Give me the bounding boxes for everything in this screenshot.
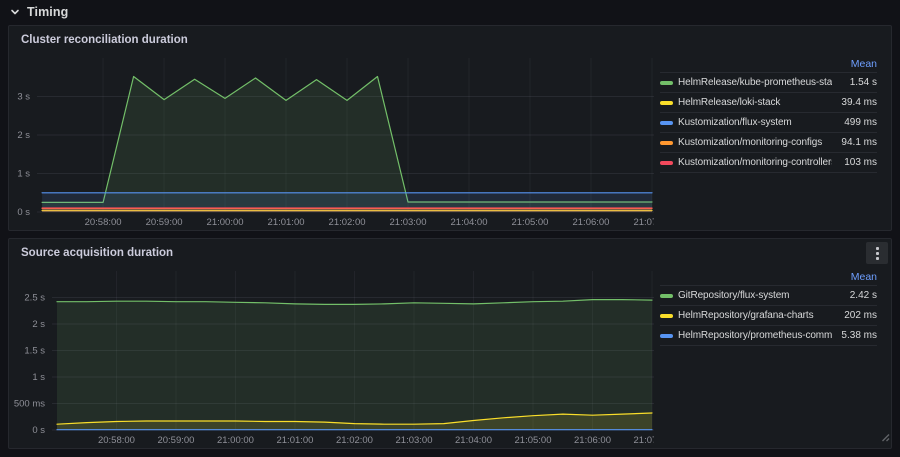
svg-text:21:05:00: 21:05:00: [515, 435, 552, 446]
panel-header: Cluster reconciliation duration: [9, 26, 891, 54]
legend-series-name[interactable]: HelmRelease/kube-prometheus-stack: [678, 77, 832, 88]
svg-text:0 s: 0 s: [17, 207, 30, 218]
svg-text:21:07:00: 21:07:00: [634, 435, 654, 446]
legend-mean-value: 39.4 ms: [841, 97, 877, 108]
legend-mean-value: 499 ms: [844, 117, 877, 128]
svg-text:1 s: 1 s: [32, 372, 45, 383]
legend-mean-value: 5.38 ms: [841, 330, 877, 341]
legend-table: Mean HelmRelease/kube-prometheus-stack 1.…: [654, 54, 891, 230]
legend-mean-column-header[interactable]: Mean: [660, 268, 877, 286]
series-color-swatch: [660, 140, 673, 145]
legend-series-name[interactable]: HelmRepository/prometheus-community: [678, 330, 832, 341]
svg-text:2.5 s: 2.5 s: [24, 293, 45, 304]
svg-text:21:02:00: 21:02:00: [329, 217, 366, 228]
row-header-timing[interactable]: Timing: [0, 0, 900, 24]
legend-series-name[interactable]: HelmRepository/grafana-charts: [678, 310, 814, 321]
legend-row: HelmRepository/grafana-charts 202 ms: [660, 306, 877, 326]
svg-text:21:01:00: 21:01:00: [276, 435, 313, 446]
kebab-dot: [875, 246, 879, 250]
svg-text:21:06:00: 21:06:00: [572, 217, 609, 228]
row-title: Timing: [27, 5, 69, 19]
panel-menu-kebab-button[interactable]: [866, 242, 888, 264]
timeseries-chart-source-acquisition[interactable]: 0 s 500 ms 1 s 1.5 s 2 s 2.5 s 20:58:00 20:59:0…: [9, 267, 654, 448]
series-color-swatch: [660, 313, 673, 318]
svg-text:20:58:00: 20:58:00: [98, 435, 135, 446]
legend-row: HelmRelease/kube-prometheus-stack 1.54 s: [660, 73, 877, 93]
svg-text:20:59:00: 20:59:00: [146, 217, 183, 228]
series-color-swatch: [660, 80, 673, 85]
legend-mean-value: 202 ms: [844, 310, 877, 321]
panel-source-acquisition-duration: Source acquisition duration 0 s 500 ms 1 s…: [8, 238, 892, 449]
svg-text:3 s: 3 s: [17, 92, 30, 103]
panel-resize-handle[interactable]: [880, 429, 890, 447]
series-color-swatch: [660, 100, 673, 105]
svg-text:21:01:00: 21:01:00: [268, 217, 305, 228]
legend-mean-value: 2.42 s: [849, 290, 877, 301]
panel-title[interactable]: Source acquisition duration: [21, 247, 174, 259]
svg-text:21:04:00: 21:04:00: [455, 435, 492, 446]
legend-row: GitRepository/flux-system 2.42 s: [660, 286, 877, 306]
chevron-down-icon: [9, 6, 21, 18]
timeseries-chart-cluster-reconciliation[interactable]: 0 s 1 s 2 s 3 s 20:58:00 20:59:00 21:00:00 21:0…: [9, 54, 654, 230]
legend-series-name[interactable]: Kustomization/monitoring-configs: [678, 137, 823, 148]
svg-text:20:59:00: 20:59:00: [157, 435, 194, 446]
legend-row: Kustomization/monitoring-configs 94.1 ms: [660, 133, 877, 153]
legend-mean-value: 94.1 ms: [841, 137, 877, 148]
panel-header: Source acquisition duration: [9, 239, 891, 267]
legend-series-name[interactable]: Kustomization/flux-system: [678, 117, 792, 128]
panel-title[interactable]: Cluster reconciliation duration: [21, 34, 188, 46]
svg-text:2 s: 2 s: [17, 130, 30, 141]
panel-cluster-reconciliation-duration: Cluster reconciliation duration 0 s 1 s 2 …: [8, 25, 892, 231]
svg-text:500 ms: 500 ms: [14, 399, 45, 410]
series-color-swatch: [660, 120, 673, 125]
svg-text:21:00:00: 21:00:00: [217, 435, 254, 446]
svg-text:21:06:00: 21:06:00: [574, 435, 611, 446]
series-color-swatch: [660, 333, 673, 338]
svg-text:21:03:00: 21:03:00: [396, 435, 433, 446]
kebab-dot: [875, 256, 879, 260]
svg-text:2 s: 2 s: [32, 319, 45, 330]
svg-text:21:03:00: 21:03:00: [390, 217, 427, 228]
legend-row: Kustomization/flux-system 499 ms: [660, 113, 877, 133]
legend-series-name[interactable]: Kustomization/monitoring-controllers: [678, 157, 832, 168]
svg-text:21:00:00: 21:00:00: [207, 217, 244, 228]
legend-row: HelmRelease/loki-stack 39.4 ms: [660, 93, 877, 113]
svg-text:21:04:00: 21:04:00: [451, 217, 488, 228]
kebab-dot: [875, 251, 879, 255]
svg-text:1 s: 1 s: [17, 169, 30, 180]
series-color-swatch: [660, 160, 673, 165]
svg-text:21:02:00: 21:02:00: [336, 435, 373, 446]
series-color-swatch: [660, 293, 673, 298]
svg-text:1.5 s: 1.5 s: [24, 346, 45, 357]
legend-mean-value: 103 ms: [844, 157, 877, 168]
legend-mean-column-header[interactable]: Mean: [660, 55, 877, 73]
svg-text:0 s: 0 s: [32, 425, 45, 436]
svg-text:21:05:00: 21:05:00: [511, 217, 548, 228]
svg-text:20:58:00: 20:58:00: [85, 217, 122, 228]
legend-row: HelmRepository/prometheus-community 5.38 …: [660, 326, 877, 346]
legend-row: Kustomization/monitoring-controllers 103 …: [660, 153, 877, 173]
legend-table: Mean GitRepository/flux-system 2.42 s Helm…: [654, 267, 891, 448]
legend-series-name[interactable]: GitRepository/flux-system: [678, 290, 790, 301]
svg-text:21:07:00: 21:07:00: [633, 217, 654, 228]
legend-mean-value: 1.54 s: [849, 77, 877, 88]
legend-series-name[interactable]: HelmRelease/loki-stack: [678, 97, 781, 108]
